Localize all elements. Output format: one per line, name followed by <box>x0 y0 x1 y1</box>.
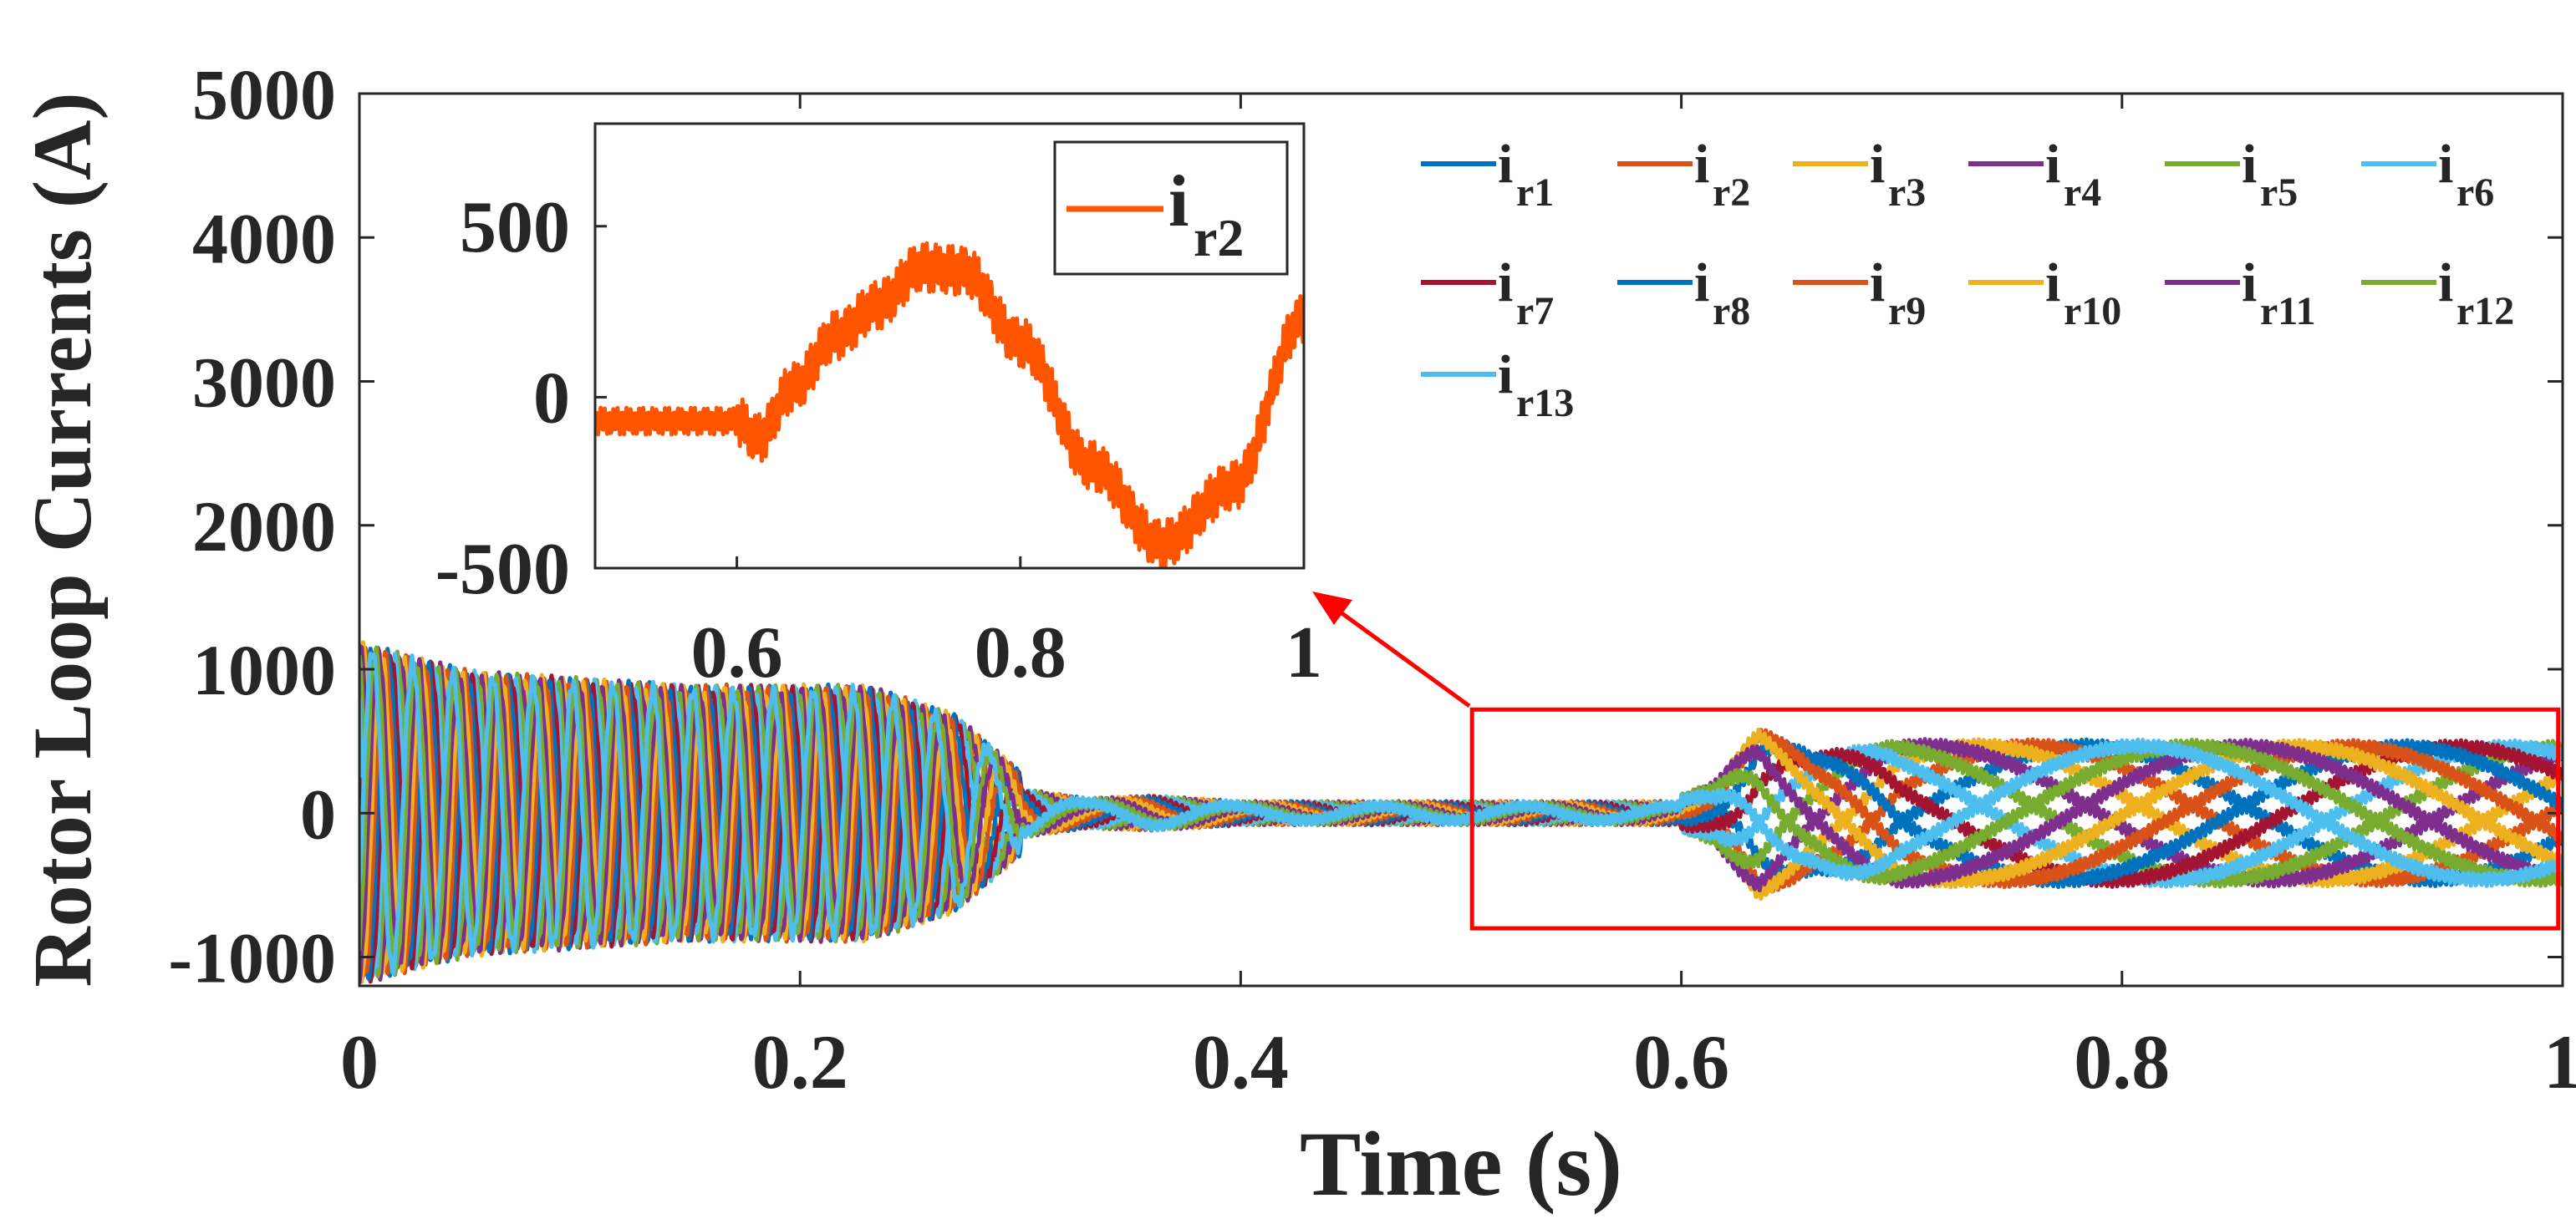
inset-legend-subscript: r2 <box>1194 208 1244 267</box>
legend-entry-r13: i r13 <box>1421 344 1574 425</box>
legend-entry-r2: i r2 <box>1617 134 1750 215</box>
legend-label: i <box>1498 252 1513 313</box>
legend-entry-r8: i r8 <box>1617 252 1750 333</box>
legend-subscript: r12 <box>2456 289 2514 333</box>
zoom-arrow <box>1336 607 1471 708</box>
legend-label: i <box>2438 252 2453 313</box>
legend-subscript: r11 <box>2260 289 2316 333</box>
legend-label: i <box>1498 134 1513 195</box>
main-x-ticks: 0 0.2 0.4 0.6 0.8 1 <box>340 94 2576 1105</box>
inset-y-tick-label: -500 <box>435 529 570 610</box>
legend-subscript: r10 <box>2064 289 2121 333</box>
zoom-arrow-head <box>1312 592 1352 625</box>
legend-label: i <box>1870 134 1885 195</box>
main-y-tick-label: 0 <box>300 774 336 854</box>
main-x-tick-label: 0 <box>340 1019 379 1105</box>
inset-x-tick-label: 0.6 <box>691 612 783 693</box>
inset-x-ticks: 0.6 0.8 1 <box>691 556 1322 693</box>
main-y-tick-label: 1000 <box>192 630 336 710</box>
legend-label: i <box>1694 134 1709 195</box>
legend-label: i <box>1498 344 1513 405</box>
legend-label: i <box>2438 134 2453 195</box>
legend-label: i <box>2242 252 2257 313</box>
main-x-tick-label: 1 <box>2543 1019 2576 1105</box>
legend-label: i <box>1694 252 1709 313</box>
legend-subscript: r6 <box>2456 170 2494 215</box>
legend-entry-r12: i r12 <box>2361 252 2514 333</box>
legend-entry-r5: i r5 <box>2165 134 2298 215</box>
inset-axes-frame <box>593 122 1306 570</box>
inset-y-ticks: -500 0 500 <box>435 187 607 610</box>
main-y-tick-label: -1000 <box>168 918 336 998</box>
inset-legend: i r2 <box>1053 140 1289 276</box>
main-y-tick-label: 4000 <box>192 198 336 278</box>
legend-subscript: r2 <box>1713 170 1750 215</box>
inset-y-tick-label: 500 <box>460 187 570 268</box>
legend-entry-r3: i r3 <box>1793 134 1926 215</box>
legend-entry-r11: i r11 <box>2165 252 2316 333</box>
legend-entry-r1: i r1 <box>1421 134 1554 215</box>
inset-y-tick-label: 0 <box>533 358 570 439</box>
main-x-axis-label: Time (s) <box>1300 1113 1622 1215</box>
inset-series-line-r2 <box>595 241 1304 568</box>
inset-series-group <box>595 241 1304 568</box>
inset-legend-label: i <box>1168 161 1189 242</box>
main-x-tick-label: 0.2 <box>752 1019 848 1105</box>
main-series-group <box>359 640 2563 984</box>
zoom-region-box <box>1469 707 2561 931</box>
main-legend: i r1 i r2 i r3 i r4 i r5 i r6i r7 i r8 i r9 i r10 i r11 i r12i… <box>1421 134 2514 425</box>
zoom-annotation <box>1312 592 2561 931</box>
legend-subscript: r4 <box>2064 170 2101 215</box>
legend-label: i <box>2045 252 2060 313</box>
legend-label: i <box>1870 252 1885 313</box>
legend-subscript: r13 <box>1516 381 1574 425</box>
main-y-tick-label: 2000 <box>192 486 336 566</box>
legend-subscript: r3 <box>1888 170 1926 215</box>
legend-subscript: r5 <box>2260 170 2298 215</box>
legend-entry-r6: i r6 <box>2361 134 2494 215</box>
main-x-tick-label: 0.6 <box>1633 1019 1729 1105</box>
legend-entry-r4: i r4 <box>1968 134 2101 215</box>
main-y-tick-label: 3000 <box>192 343 336 423</box>
series-line-r13 <box>359 652 2563 976</box>
series-line-r9 <box>359 649 2563 979</box>
legend-subscript: r1 <box>1516 170 1554 215</box>
legend-label: i <box>2242 134 2257 195</box>
inset-x-tick-label: 1 <box>1285 612 1322 693</box>
legend-entry-r7: i r7 <box>1421 252 1554 333</box>
legend-entry-r9: i r9 <box>1793 252 1926 333</box>
legend-entry-r10: i r10 <box>1968 252 2121 333</box>
legend-subscript: r9 <box>1888 289 1926 333</box>
main-axes: 0 0.2 0.4 0.6 0.8 1 -100001000200030004000500… <box>16 54 2576 1215</box>
legend-subscript: r7 <box>1516 289 1554 333</box>
main-x-tick-label: 0.8 <box>2074 1019 2170 1105</box>
inset-x-tick-label: 0.8 <box>975 612 1067 693</box>
legend-label: i <box>2045 134 2060 195</box>
main-y-axis-label: Rotor Loop Currents (A) <box>16 92 109 987</box>
main-y-tick-label: 5000 <box>192 54 336 135</box>
main-x-tick-label: 0.4 <box>1193 1019 1289 1105</box>
main-axes-frame <box>358 92 2564 988</box>
legend-subscript: r8 <box>1713 289 1750 333</box>
inset-axes: 0.6 0.8 1 -500 0 500 i r2 <box>435 122 1322 693</box>
